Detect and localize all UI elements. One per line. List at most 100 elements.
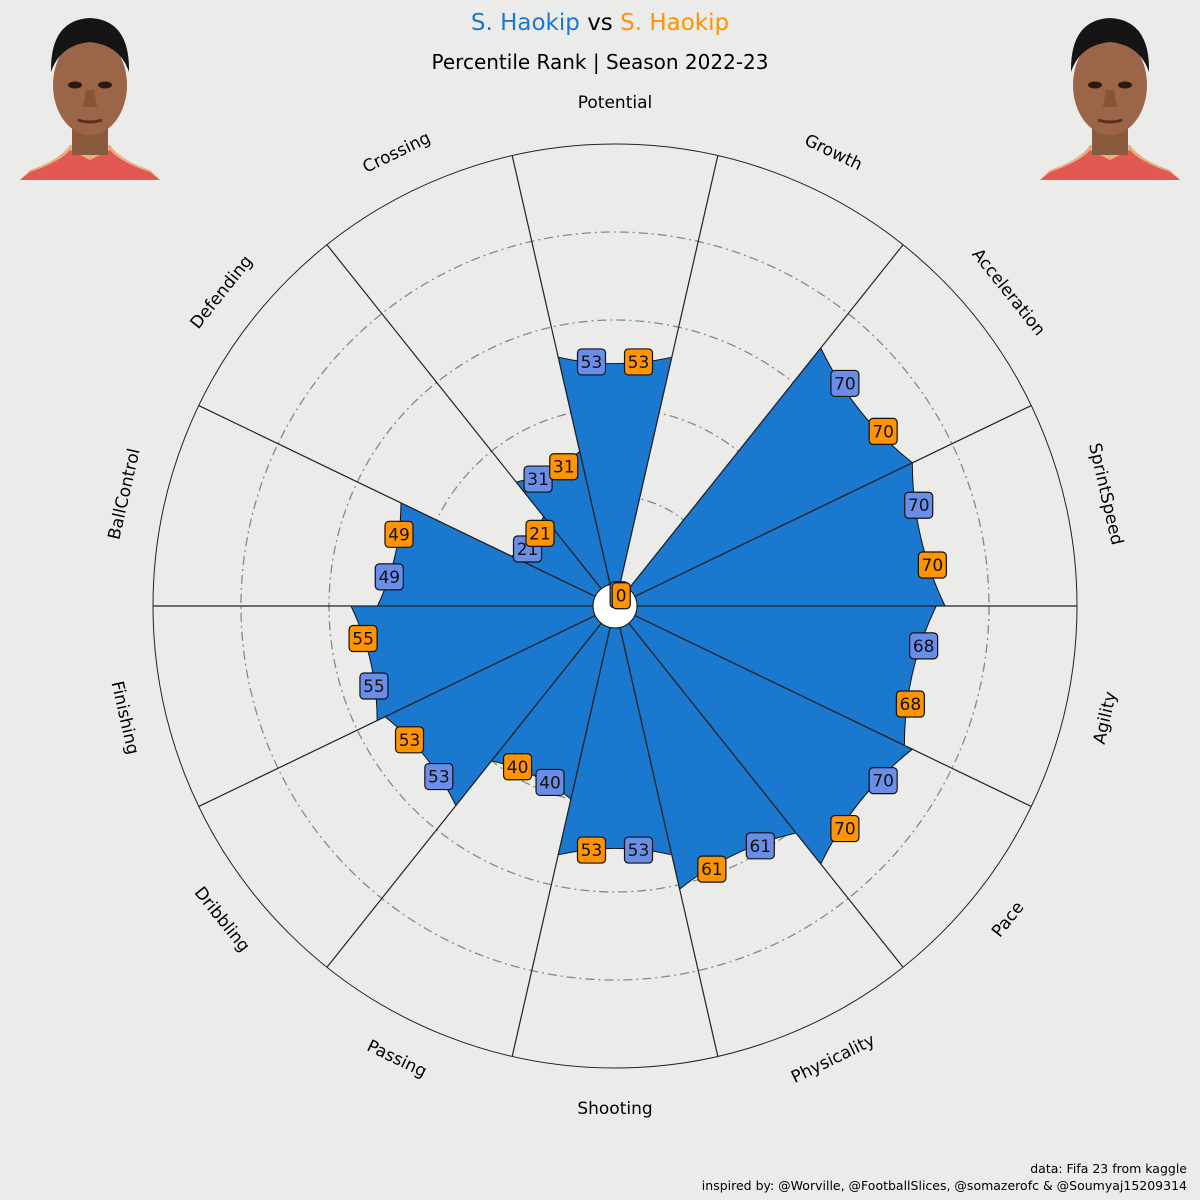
value-label-p2-finishing: 55 xyxy=(348,624,378,653)
spoke-line xyxy=(619,627,719,1057)
value-label-p2-ballcontrol: 49 xyxy=(384,520,414,548)
player-photo-right xyxy=(1040,18,1180,180)
value-label-p2-potential: 53 xyxy=(623,348,654,376)
category-label-crossing: Crossing xyxy=(360,128,434,178)
spoke-line xyxy=(628,244,904,590)
value-label-p1-ballcontrol-box xyxy=(374,563,404,591)
value-label-p2-finishing-box xyxy=(348,624,378,653)
spoke-line xyxy=(198,615,596,807)
value-label-p2-pace-text: 70 xyxy=(834,820,856,840)
value-label-p1-sprintspeed-box xyxy=(904,491,934,519)
value-label-p1-dribbling-text: 53 xyxy=(428,768,450,788)
value-label-p2-passing-text: 40 xyxy=(507,758,529,778)
spoke-line xyxy=(628,622,904,968)
value-label-p2-dribbling-text: 53 xyxy=(399,731,421,751)
value-label-p2-sprintspeed: 70 xyxy=(917,551,947,579)
spoke-line xyxy=(326,622,602,968)
player-photo-left xyxy=(20,18,160,180)
value-label-p2-potential-text: 53 xyxy=(628,353,650,373)
value-label-p2-sprintspeed-box xyxy=(917,551,947,579)
value-label-p1-finishing-box xyxy=(359,672,389,700)
value-label-p1-sprintspeed: 70 xyxy=(904,491,934,519)
vs-label: vs xyxy=(587,10,613,36)
value-label-p1-physicality: 61 xyxy=(745,832,775,860)
value-label-p1-shooting: 53 xyxy=(623,836,654,864)
value-label-p2-physicality-box xyxy=(697,855,727,883)
category-label-growth: Growth xyxy=(801,130,865,175)
inspired-by: inspired by: @Worville, @FootballSlices,… xyxy=(701,1178,1187,1193)
category-label-agility: Agility xyxy=(1090,690,1121,746)
value-label-p2-passing: 40 xyxy=(502,753,533,781)
value-label-p2-growth-box xyxy=(611,582,631,610)
value-label-p2-growth-text: 0 xyxy=(616,587,627,607)
value-label-p1-finishing: 55 xyxy=(359,672,389,700)
data-source: data: Fifa 23 from kaggle xyxy=(1030,1161,1187,1176)
value-label-p1-potential: 53 xyxy=(576,348,607,376)
value-label-p2-agility-box xyxy=(895,690,925,718)
spoke-line xyxy=(198,405,596,597)
spoke-line xyxy=(326,244,602,590)
category-label-dribbling: Dribbling xyxy=(190,883,254,956)
value-label-p2-physicality: 61 xyxy=(697,855,727,883)
value-label-p1-passing: 40 xyxy=(535,768,565,797)
value-label-p2-pace: 70 xyxy=(830,814,860,843)
value-label-p1-pace: 70 xyxy=(868,767,898,795)
value-label-p1-crossing-text: 31 xyxy=(527,470,549,490)
value-label-p2-shooting: 53 xyxy=(576,836,607,864)
value-label-p1-physicality-box xyxy=(745,832,775,860)
value-label-p1-acceleration-text: 70 xyxy=(834,374,856,394)
category-label-ballcontrol: BallControl xyxy=(105,447,145,542)
value-label-p2-defending: 21 xyxy=(525,519,555,547)
chart-credits: data: Fifa 23 from kaggle inspired by: @… xyxy=(702,1160,1187,1194)
value-label-p2-acceleration-box xyxy=(868,417,898,445)
spoke-line xyxy=(634,615,1032,807)
value-label-p2-finishing-text: 55 xyxy=(352,630,374,650)
value-label-p2-ballcontrol-text: 49 xyxy=(388,525,410,545)
value-label-p2-physicality-text: 61 xyxy=(701,860,723,880)
value-label-p2-ballcontrol-box xyxy=(384,520,414,548)
value-label-p1-shooting-box xyxy=(623,836,654,864)
value-label-p1-shooting-text: 53 xyxy=(628,841,650,861)
value-label-p2-potential-box xyxy=(623,348,654,376)
value-label-p1-pace-text: 70 xyxy=(872,772,894,792)
category-label-pace: Pace xyxy=(988,898,1028,942)
value-label-p2-agility: 68 xyxy=(895,690,925,718)
value-label-p2-pace-box xyxy=(830,814,860,843)
value-label-p1-crossing: 31 xyxy=(523,465,553,493)
category-label-finishing: Finishing xyxy=(107,679,143,756)
value-label-p2-agility-text: 68 xyxy=(900,695,922,715)
value-label-p1-passing-text: 40 xyxy=(539,773,561,793)
category-label-shooting: Shooting xyxy=(577,1099,652,1119)
value-label-p1-passing-box xyxy=(535,768,565,797)
value-label-p1-ballcontrol: 49 xyxy=(374,563,404,591)
spoke-line xyxy=(619,155,719,585)
value-label-p1-pace-box xyxy=(868,767,898,795)
category-label-potential: Potential xyxy=(578,93,652,113)
spoke-line xyxy=(511,627,611,1057)
value-label-p1-potential-box xyxy=(576,348,607,376)
value-label-p1-acceleration: 70 xyxy=(830,369,860,398)
value-label-p1-ballcontrol-text: 49 xyxy=(378,568,400,588)
value-label-p2-acceleration: 70 xyxy=(868,417,898,445)
value-label-p1-agility-text: 68 xyxy=(913,637,935,657)
value-label-p2-acceleration-text: 70 xyxy=(872,422,894,442)
value-label-p2-shooting-text: 53 xyxy=(581,841,603,861)
value-label-p1-acceleration-box xyxy=(830,369,860,398)
value-label-p2-defending-text: 21 xyxy=(529,524,551,544)
value-label-p1-finishing-text: 55 xyxy=(363,677,385,697)
value-label-p2-sprintspeed-text: 70 xyxy=(922,556,944,576)
value-label-p1-sprintspeed-text: 70 xyxy=(908,496,930,516)
value-label-p1-dribbling: 53 xyxy=(424,762,454,791)
spoke-line xyxy=(511,155,611,585)
category-label-acceleration: Acceleration xyxy=(968,245,1050,340)
value-label-p2-defending-box xyxy=(525,519,555,547)
value-label-p1-defending: 21 xyxy=(512,535,543,563)
value-label-p1-potential-text: 53 xyxy=(581,353,603,373)
chart-subtitle: Percentile Rank | Season 2022-23 xyxy=(431,50,769,74)
player1-name: S. Haokip xyxy=(470,10,580,36)
category-label-defending: Defending xyxy=(187,252,257,333)
value-label-p1-agility: 68 xyxy=(909,632,939,660)
chart-title: S. Haokip vs S. Haokip xyxy=(0,8,1200,38)
value-label-p1-agility-box xyxy=(909,632,939,660)
